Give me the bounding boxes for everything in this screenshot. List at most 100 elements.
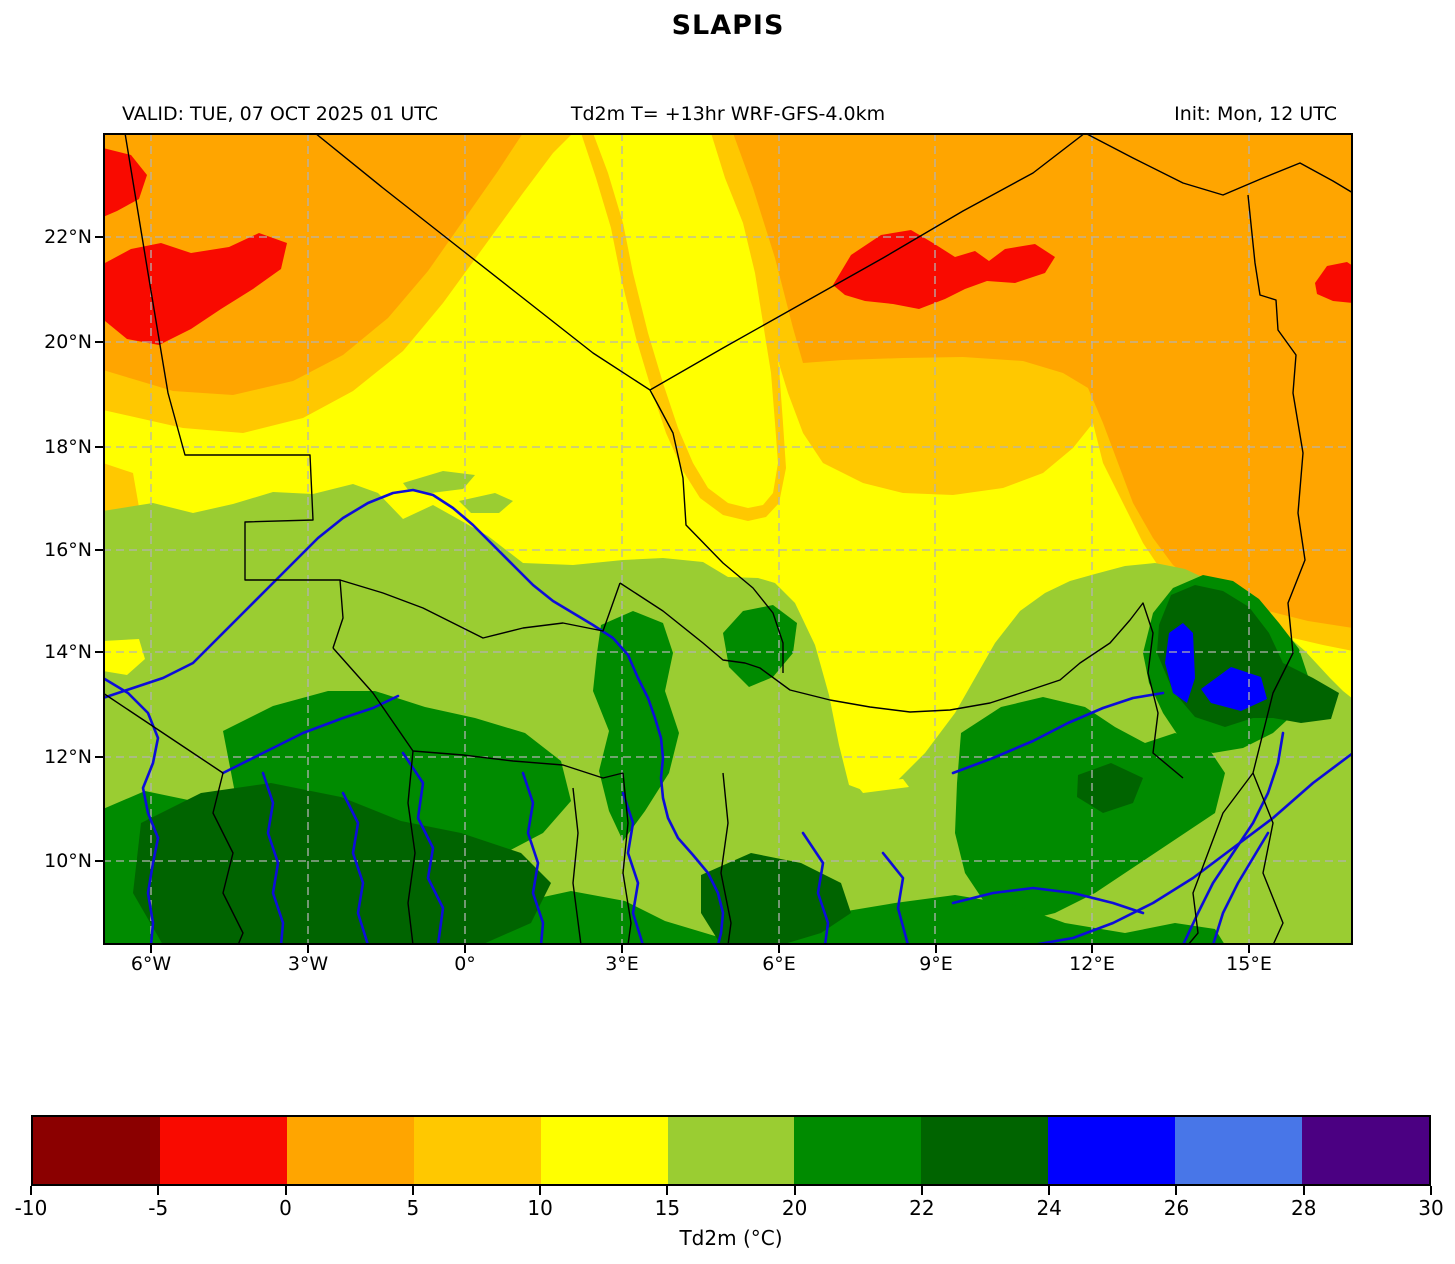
field-red-east-edge <box>1315 262 1353 303</box>
colorbar-tick-label: 22 <box>909 1196 935 1220</box>
field-blue-lakechad-west <box>1165 623 1195 703</box>
border-togo-benin <box>622 772 632 945</box>
border-niger-libya <box>1084 133 1353 196</box>
river-white-volta <box>521 771 545 945</box>
colorbar-tick-mark <box>539 1186 542 1195</box>
field-yellow-speck-center <box>855 779 909 793</box>
field-yellow-wedge <box>593 133 778 508</box>
colorbar-segment <box>667 1117 795 1184</box>
field-darkgreen-lakechad <box>1157 585 1339 727</box>
border-burkina-south <box>332 647 624 779</box>
border-togo-west <box>572 787 582 945</box>
colorbar-tick-mark <box>793 1186 796 1195</box>
river-oti <box>621 791 645 945</box>
x-tick-label: 9°E <box>919 953 953 975</box>
border-mauritania-west <box>124 133 344 649</box>
colorbar-tick-label: 0 <box>279 1196 292 1220</box>
x-tick-label: 3°W <box>287 953 329 975</box>
x-tick-mark <box>778 945 780 953</box>
colorbar-segment <box>159 1117 287 1184</box>
y-tick-mark <box>95 651 103 653</box>
river-black-volta <box>401 751 445 945</box>
border-niger-chad <box>1187 194 1306 945</box>
river-logone <box>1211 831 1270 945</box>
colorbar-tick-mark <box>1175 1186 1178 1195</box>
colorbar-tick-label: -10 <box>14 1196 48 1220</box>
river-komadougou <box>951 691 1165 775</box>
colorbar-tick-mark <box>1430 1186 1432 1195</box>
colorbar-segment <box>794 1117 922 1184</box>
x-tick-mark <box>1248 945 1250 953</box>
border-nigeria-cameroon <box>1252 772 1284 945</box>
colorbar-tick-label: 30 <box>1418 1196 1444 1220</box>
colorbar-segment <box>33 1117 160 1184</box>
y-tick-label: 10°N <box>44 850 92 872</box>
graticule-grid <box>103 133 1353 945</box>
river-senegal <box>103 676 160 945</box>
field-darkgreen-southwest <box>133 783 551 945</box>
x-tick-label: 15°E <box>1226 953 1272 975</box>
x-tick-label: 0° <box>454 953 476 975</box>
plot-frame <box>103 133 1353 945</box>
river-chari <box>1181 731 1285 945</box>
river-south-5e <box>801 831 830 945</box>
border-mali-niger <box>649 389 784 673</box>
colorbar-segment <box>1175 1117 1303 1184</box>
field-blue-lakechad-east <box>1201 667 1267 711</box>
colorbar-tick-label: 20 <box>781 1196 808 1220</box>
border-algeria-niger <box>649 133 1086 391</box>
colorbar-tick-label: 10 <box>527 1196 553 1220</box>
field-darkgreen-southcenter <box>701 853 851 945</box>
river-bani <box>221 694 400 775</box>
x-tick-label: 6°E <box>762 953 796 975</box>
field-darkgreen-small-east <box>1077 763 1143 813</box>
x-tick-mark <box>464 945 466 953</box>
colorbar-tick-label: 24 <box>1036 1196 1062 1220</box>
field-green-center-column <box>593 611 679 841</box>
colorbar-segment <box>540 1117 668 1184</box>
y-tick-mark <box>95 860 103 862</box>
x-tick-mark <box>621 945 623 953</box>
y-tick-mark <box>95 549 103 551</box>
x-tick-label: 12°E <box>1069 953 1115 975</box>
y-tick-mark <box>95 756 103 758</box>
colorbar-tick-mark <box>411 1186 414 1195</box>
colorbar-segment <box>921 1117 1049 1184</box>
colorbar-tick-mark <box>1048 1186 1051 1195</box>
map-plot-area <box>103 133 1353 945</box>
x-tick-mark <box>935 945 937 953</box>
y-tick-mark <box>95 446 103 448</box>
y-tick-label: 20°N <box>44 331 92 353</box>
field-green-eastcenter <box>955 697 1225 923</box>
colorbar-tick-mark <box>920 1186 923 1195</box>
y-tick-mark <box>95 341 103 343</box>
river-south-6e <box>881 851 910 945</box>
river-west-2 <box>341 791 370 945</box>
border-benin-nigeria <box>720 772 732 945</box>
river-west-1 <box>261 771 285 945</box>
td2m-contour-map <box>103 133 1353 945</box>
colorbar-tick-mark <box>284 1186 287 1195</box>
colorbar-segment <box>1048 1117 1176 1184</box>
colorbar-tick-mark <box>1302 1186 1305 1195</box>
colorbar-tick-label: -5 <box>148 1196 169 1220</box>
field-lightgreen-islet-1 <box>403 471 475 493</box>
colorbar-segment <box>1302 1117 1429 1184</box>
x-tick-label: 6°W <box>130 953 172 975</box>
y-tick-label: 14°N <box>44 641 92 663</box>
colorbar-title: Td2m (°C) <box>679 1226 783 1250</box>
river-benue <box>1031 751 1353 945</box>
colorbar-segment <box>413 1117 541 1184</box>
border-senegal-mali <box>103 692 244 945</box>
init-time-label: Init: Mon, 12 UTC <box>1174 103 1337 125</box>
model-field-label: Td2m T= +13hr WRF-GFS-4.0km <box>570 103 886 125</box>
colorbar-tick-label: 5 <box>406 1196 420 1220</box>
border-niger-nigeria <box>619 582 1184 779</box>
colorbar-tick-label: 15 <box>654 1196 681 1220</box>
colorbar <box>31 1115 1431 1186</box>
colorbar-tick-label: 28 <box>1290 1196 1317 1220</box>
border-ghana-civ <box>407 750 416 945</box>
field-red-air-blob <box>833 230 1055 309</box>
y-tick-label: 12°N <box>44 746 92 768</box>
